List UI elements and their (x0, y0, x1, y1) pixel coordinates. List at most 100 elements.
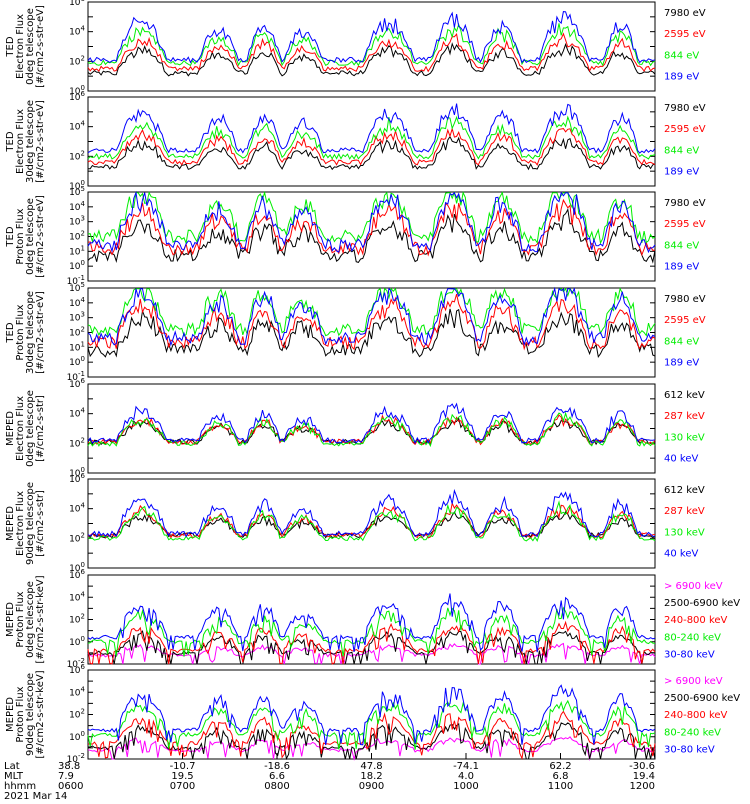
legend-entry: 612 keV (664, 390, 705, 401)
legend-entry: 189 eV (664, 167, 699, 178)
series-line-4 (87, 103, 656, 154)
series-line-2 (87, 630, 656, 665)
legend-entry: 844 eV (664, 336, 699, 347)
series-line-1 (87, 736, 656, 761)
legend-entry: 30-80 keV (664, 744, 715, 755)
legend-entry: 189 eV (664, 262, 699, 273)
panel-5: 100 102 104 106 MEPEDElectron Flux0deg teles… (5, 377, 705, 479)
series-line-1 (87, 642, 656, 665)
x-tick-label-time: 0800 (264, 781, 289, 792)
series-line-2 (87, 126, 656, 166)
series-line-2 (87, 198, 656, 257)
panel-1: 100 102 104 106 TEDElectron Flux0deg telesco… (5, 0, 706, 97)
y-tick-label: 102 (69, 613, 85, 626)
y-tick-label: 10-2 (67, 657, 85, 670)
x-tick-label-mlt: 6.6 (269, 771, 285, 782)
y-axis-label: MEPEDProton Flux90deg telescope[#/cm2-s-… (5, 670, 46, 758)
legend-entry: 7980 eV (664, 294, 706, 305)
y-tick-label: 102 (69, 54, 85, 67)
x-tick-label-lat: 62.2 (549, 761, 571, 772)
y-tick-label: 104 (69, 296, 85, 309)
panel-8: 10-2 100 102 104 106 MEPEDProton Flux90deg te… (5, 663, 740, 765)
series-line-2 (87, 414, 656, 446)
y-tick-label: 103 (69, 311, 85, 324)
series-line-5 (87, 593, 656, 653)
y-tick-label: 100 (69, 259, 85, 272)
legend-entry: 40 keV (664, 549, 698, 560)
panel-6: 100 102 104 106 MEPEDElectron Flux90deg tele… (5, 472, 705, 574)
x-tick-label-time: 0700 (170, 781, 195, 792)
y-tick-label: 106 (69, 90, 85, 103)
y-tick-label: 100 (69, 179, 85, 192)
legend-entry: > 6900 keV (664, 676, 723, 687)
y-tick-label: 100 (69, 635, 85, 648)
x-tick-label-mlt: 19.5 (171, 771, 193, 782)
legend-entry: 7980 eV (664, 8, 706, 19)
y-tick-label: 100 (69, 466, 85, 479)
x-tick-label-lat: 47.8 (360, 761, 382, 772)
x-tick-label-mlt: 6.8 (553, 771, 569, 782)
y-axis-label: TEDElectron Flux30deg telescope[#/cm2-s-… (5, 100, 46, 183)
x-row-label-lat: Lat (4, 761, 20, 772)
y-tick-label: 102 (69, 230, 85, 243)
y-tick-label: 103 (69, 215, 85, 228)
legend-entry: 2595 eV (664, 29, 706, 40)
legend-entry: 844 eV (664, 50, 699, 61)
y-tick-label: 104 (69, 502, 85, 515)
series-line-3 (87, 22, 656, 67)
y-tick-label: 102 (69, 149, 85, 162)
legend-entry: 80-240 keV (664, 632, 721, 643)
y-tick-label: 104 (69, 200, 85, 213)
series-line-3 (87, 500, 656, 543)
series-line-1 (87, 308, 656, 359)
y-axis-label: MEPEDElectron Flux90deg telescope[#/cm2-… (5, 482, 46, 565)
panel-2: 100 102 104 106 TEDElectron Flux30deg telesc… (5, 90, 706, 192)
series-line-1 (87, 42, 656, 77)
y-tick-label: 104 (69, 407, 85, 420)
series-line-3 (87, 115, 656, 160)
legend-entry: 2595 eV (664, 315, 706, 326)
legend-entry: 7980 eV (664, 103, 706, 114)
y-tick-label: 105 (69, 281, 85, 294)
y-tick-label: 101 (69, 340, 85, 353)
legend-entry: > 6900 keV (664, 581, 723, 592)
series-line-4 (87, 11, 656, 64)
series-line-5 (87, 684, 656, 746)
y-axis-label: TEDElectron Flux0deg telescope[#/cm2-s-s… (5, 5, 46, 88)
series-line-2 (87, 32, 656, 73)
x-row-label-hhmm: hhmm (4, 781, 36, 792)
y-tick-label: 106 (69, 377, 85, 390)
y-tick-label: 101 (69, 244, 85, 257)
y-axis-label: TEDProton Flux30deg telescope[#/cm2-s-st… (5, 291, 46, 374)
y-tick-label: 102 (69, 708, 85, 721)
series-line-4 (87, 190, 656, 254)
panel-7: 10-2 100 102 104 106 MEPEDProton Flux0deg tel… (5, 568, 740, 670)
series-line-4 (87, 699, 656, 750)
x-row-label-mlt: MLT (4, 771, 24, 782)
series-line-1 (87, 417, 656, 446)
legend-entry: 2595 eV (664, 124, 706, 135)
y-tick-label: 10-1 (67, 370, 85, 383)
legend-entry: 287 keV (664, 506, 705, 517)
y-axis-label: MEPEDElectron Flux0deg telescope[#/cm2-s… (5, 390, 46, 467)
series-line-3 (87, 710, 656, 761)
x-tick-label-time: 0900 (359, 781, 384, 792)
legend-entry: 40 keV (664, 454, 698, 465)
y-tick-label: 106 (69, 663, 85, 676)
legend-entry: 844 eV (664, 240, 699, 251)
legend-entry: 612 keV (664, 485, 705, 496)
legend-entry: 240-800 keV (664, 710, 728, 721)
x-tick-label-mlt: 4.0 (458, 771, 474, 782)
y-tick-label: 104 (69, 685, 85, 698)
y-axis-label: TEDProton Flux0deg telescope[#/cm2-s-str… (5, 195, 46, 278)
x-tick-label-time: 1100 (548, 781, 573, 792)
x-tick-label-time: 1000 (453, 781, 478, 792)
legend-entry: 287 keV (664, 411, 705, 422)
series-line-4 (87, 606, 656, 657)
y-tick-label: 102 (69, 326, 85, 339)
panels-group: 100 102 104 106 TEDElectron Flux0deg telesco… (5, 0, 740, 765)
x-tick-label-lat: 38.8 (58, 761, 80, 772)
